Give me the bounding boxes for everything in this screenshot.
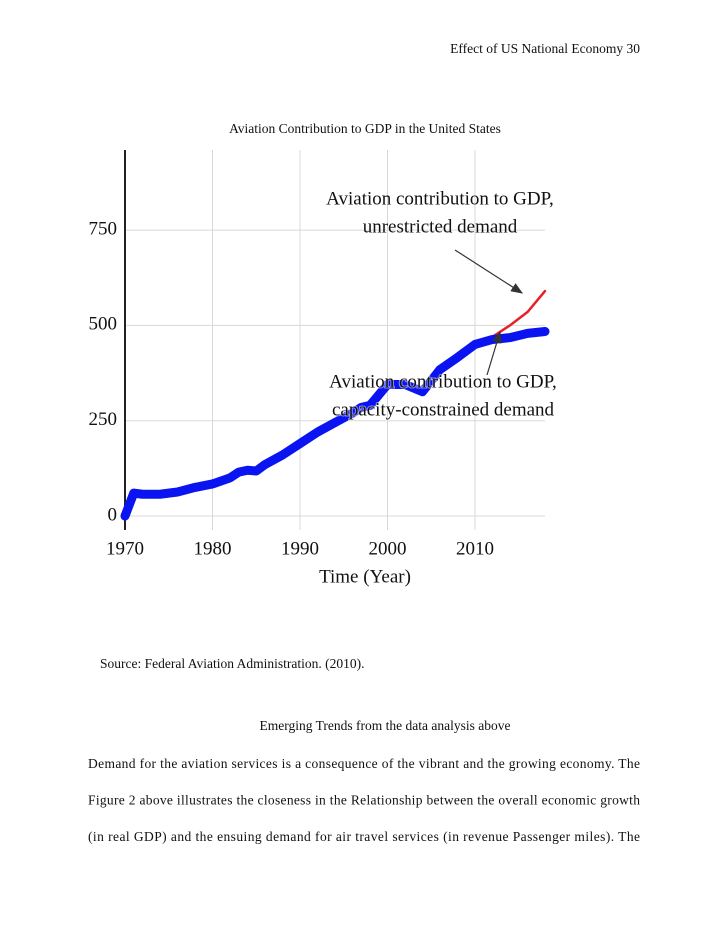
paragraph-line: (in real GDP) and the ensuing demand for… <box>88 829 640 844</box>
paragraph-line: Demand for the aviation services is a co… <box>88 756 640 771</box>
y-tick-label: 0 <box>108 504 118 525</box>
series-line <box>120 326 550 521</box>
annotation: Aviation contribution to GDP, <box>329 371 557 392</box>
section-heading: Emerging Trends from the data analysis a… <box>260 718 511 733</box>
annotation: Aviation contribution to GDP, <box>326 188 554 209</box>
x-tick-label: 1980 <box>194 538 232 559</box>
chart: 0 250 500 750 1970 1980 1990 2000 2010 Aviation c… <box>89 150 558 559</box>
paragraph-line: Figure 2 above illustrates the closeness… <box>88 793 640 808</box>
chart-title: Aviation Contribution to GDP in the Unit… <box>229 121 501 136</box>
arrow <box>486 330 502 376</box>
arrow <box>454 249 524 294</box>
x-tick-label: 2000 <box>369 538 407 559</box>
y-tick-label: 500 <box>89 314 118 335</box>
x-tick-label: 2010 <box>456 538 494 559</box>
x-tick-label: 1990 <box>281 538 319 559</box>
y-tick-label: 250 <box>89 409 118 430</box>
source: Source: Federal Aviation Administration.… <box>100 656 364 671</box>
running-header: Effect of US National Economy 30 <box>450 41 640 56</box>
annotation: unrestricted demand <box>363 216 518 237</box>
x-axis-label: Time (Year) <box>319 566 411 587</box>
y-tick-label: 750 <box>89 218 118 239</box>
annotation: capacity-constrained demand <box>332 399 555 420</box>
x-tick-label: 1970 <box>106 538 144 559</box>
